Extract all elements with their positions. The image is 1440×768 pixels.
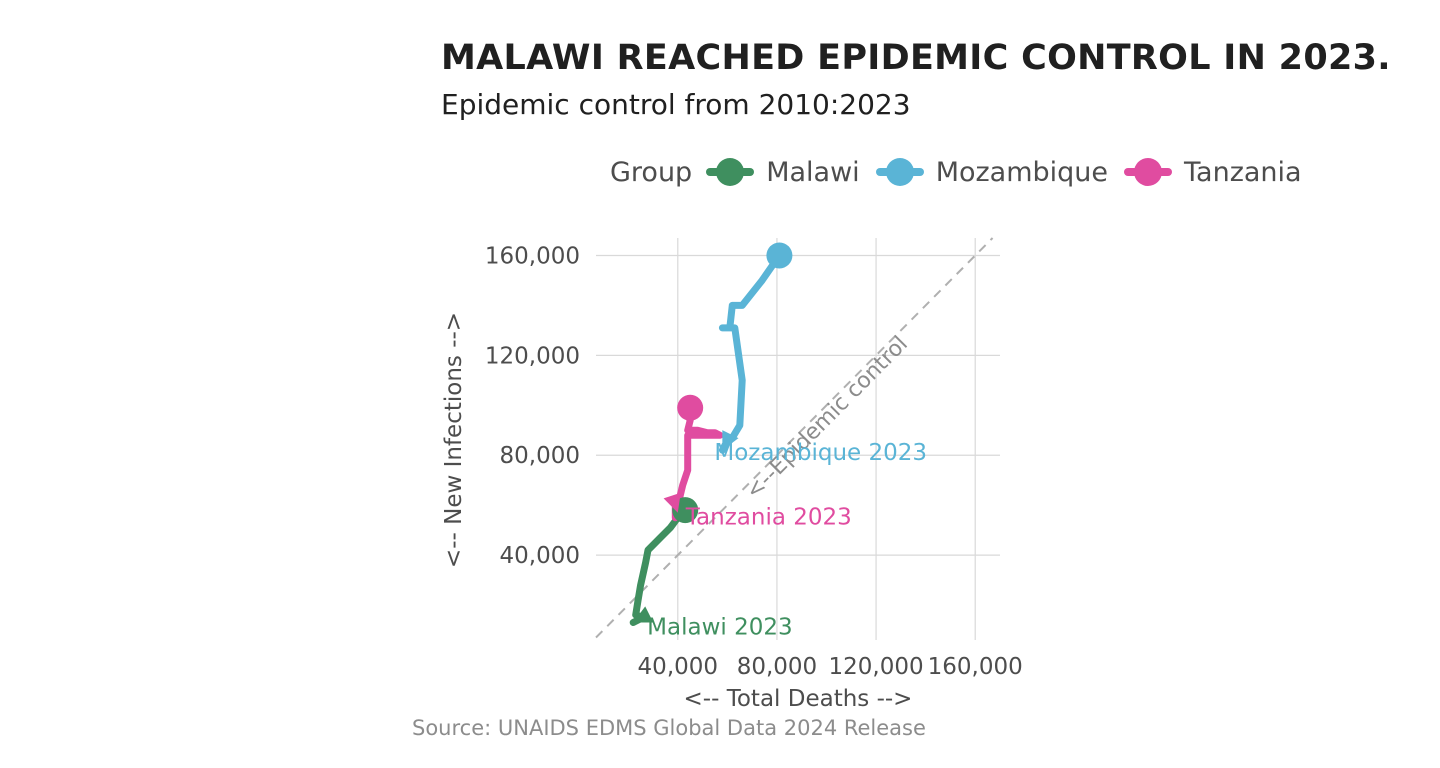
legend-key-mozambique	[875, 158, 924, 186]
x-tick-label: 120,000	[829, 654, 924, 680]
chart-title: MALAWI REACHED EPIDEMIC CONTROL IN 2023.	[441, 38, 1391, 78]
series-end-arrow-malawi	[633, 606, 654, 623]
series-end-label-mozambique: Mozambique 2023	[714, 440, 927, 466]
epidemic-control-label: <--Epidemic control	[741, 332, 913, 505]
legend-label-malawi: Malawi	[766, 156, 860, 188]
chart-subtitle: Epidemic control from 2010:2023	[441, 88, 911, 121]
y-tick-label: 40,000	[500, 543, 580, 569]
legend-item-malawi: Malawi	[706, 152, 860, 192]
series-start-point-tanzania	[677, 394, 704, 421]
y-tick-label: 120,000	[485, 343, 580, 369]
x-tick-label: 80,000	[737, 654, 817, 680]
epidemic-control-line	[595, 237, 994, 639]
y-axis-title: <-- New Infections -->	[441, 312, 467, 568]
legend-label-tanzania: Tanzania	[1184, 156, 1302, 188]
source-caption: Source: UNAIDS EDMS Global Data 2024 Rel…	[412, 716, 926, 740]
legend-key-tanzania	[1124, 158, 1173, 186]
legend-label-mozambique: Mozambique	[935, 156, 1109, 188]
legend-item-mozambique: Mozambique	[875, 152, 1109, 192]
series-line-malawi	[629, 506, 689, 626]
x-tick-label: 160,000	[928, 654, 1023, 680]
legend-key-malawi	[706, 158, 755, 186]
series-end-arrow-tanzania	[663, 492, 681, 513]
legend-item-tanzania: Tanzania	[1124, 152, 1302, 192]
x-tick-label: 40,000	[638, 654, 718, 680]
legend-title: Group	[610, 156, 693, 188]
legend: Group Malawi Mozambique Tanzania	[610, 152, 1318, 192]
x-axis-title: <-- Total Deaths -->	[684, 686, 913, 712]
series-end-arrow-mozambique	[722, 430, 739, 451]
y-tick-label: 160,000	[485, 243, 580, 269]
series-end-label-malawi: Malawi 2023	[647, 615, 792, 641]
series-start-point-mozambique	[766, 242, 793, 269]
series-line-mozambique	[718, 252, 783, 454]
y-tick-label: 80,000	[500, 443, 580, 469]
series-end-label-tanzania: Tanzania 2023	[685, 505, 852, 531]
